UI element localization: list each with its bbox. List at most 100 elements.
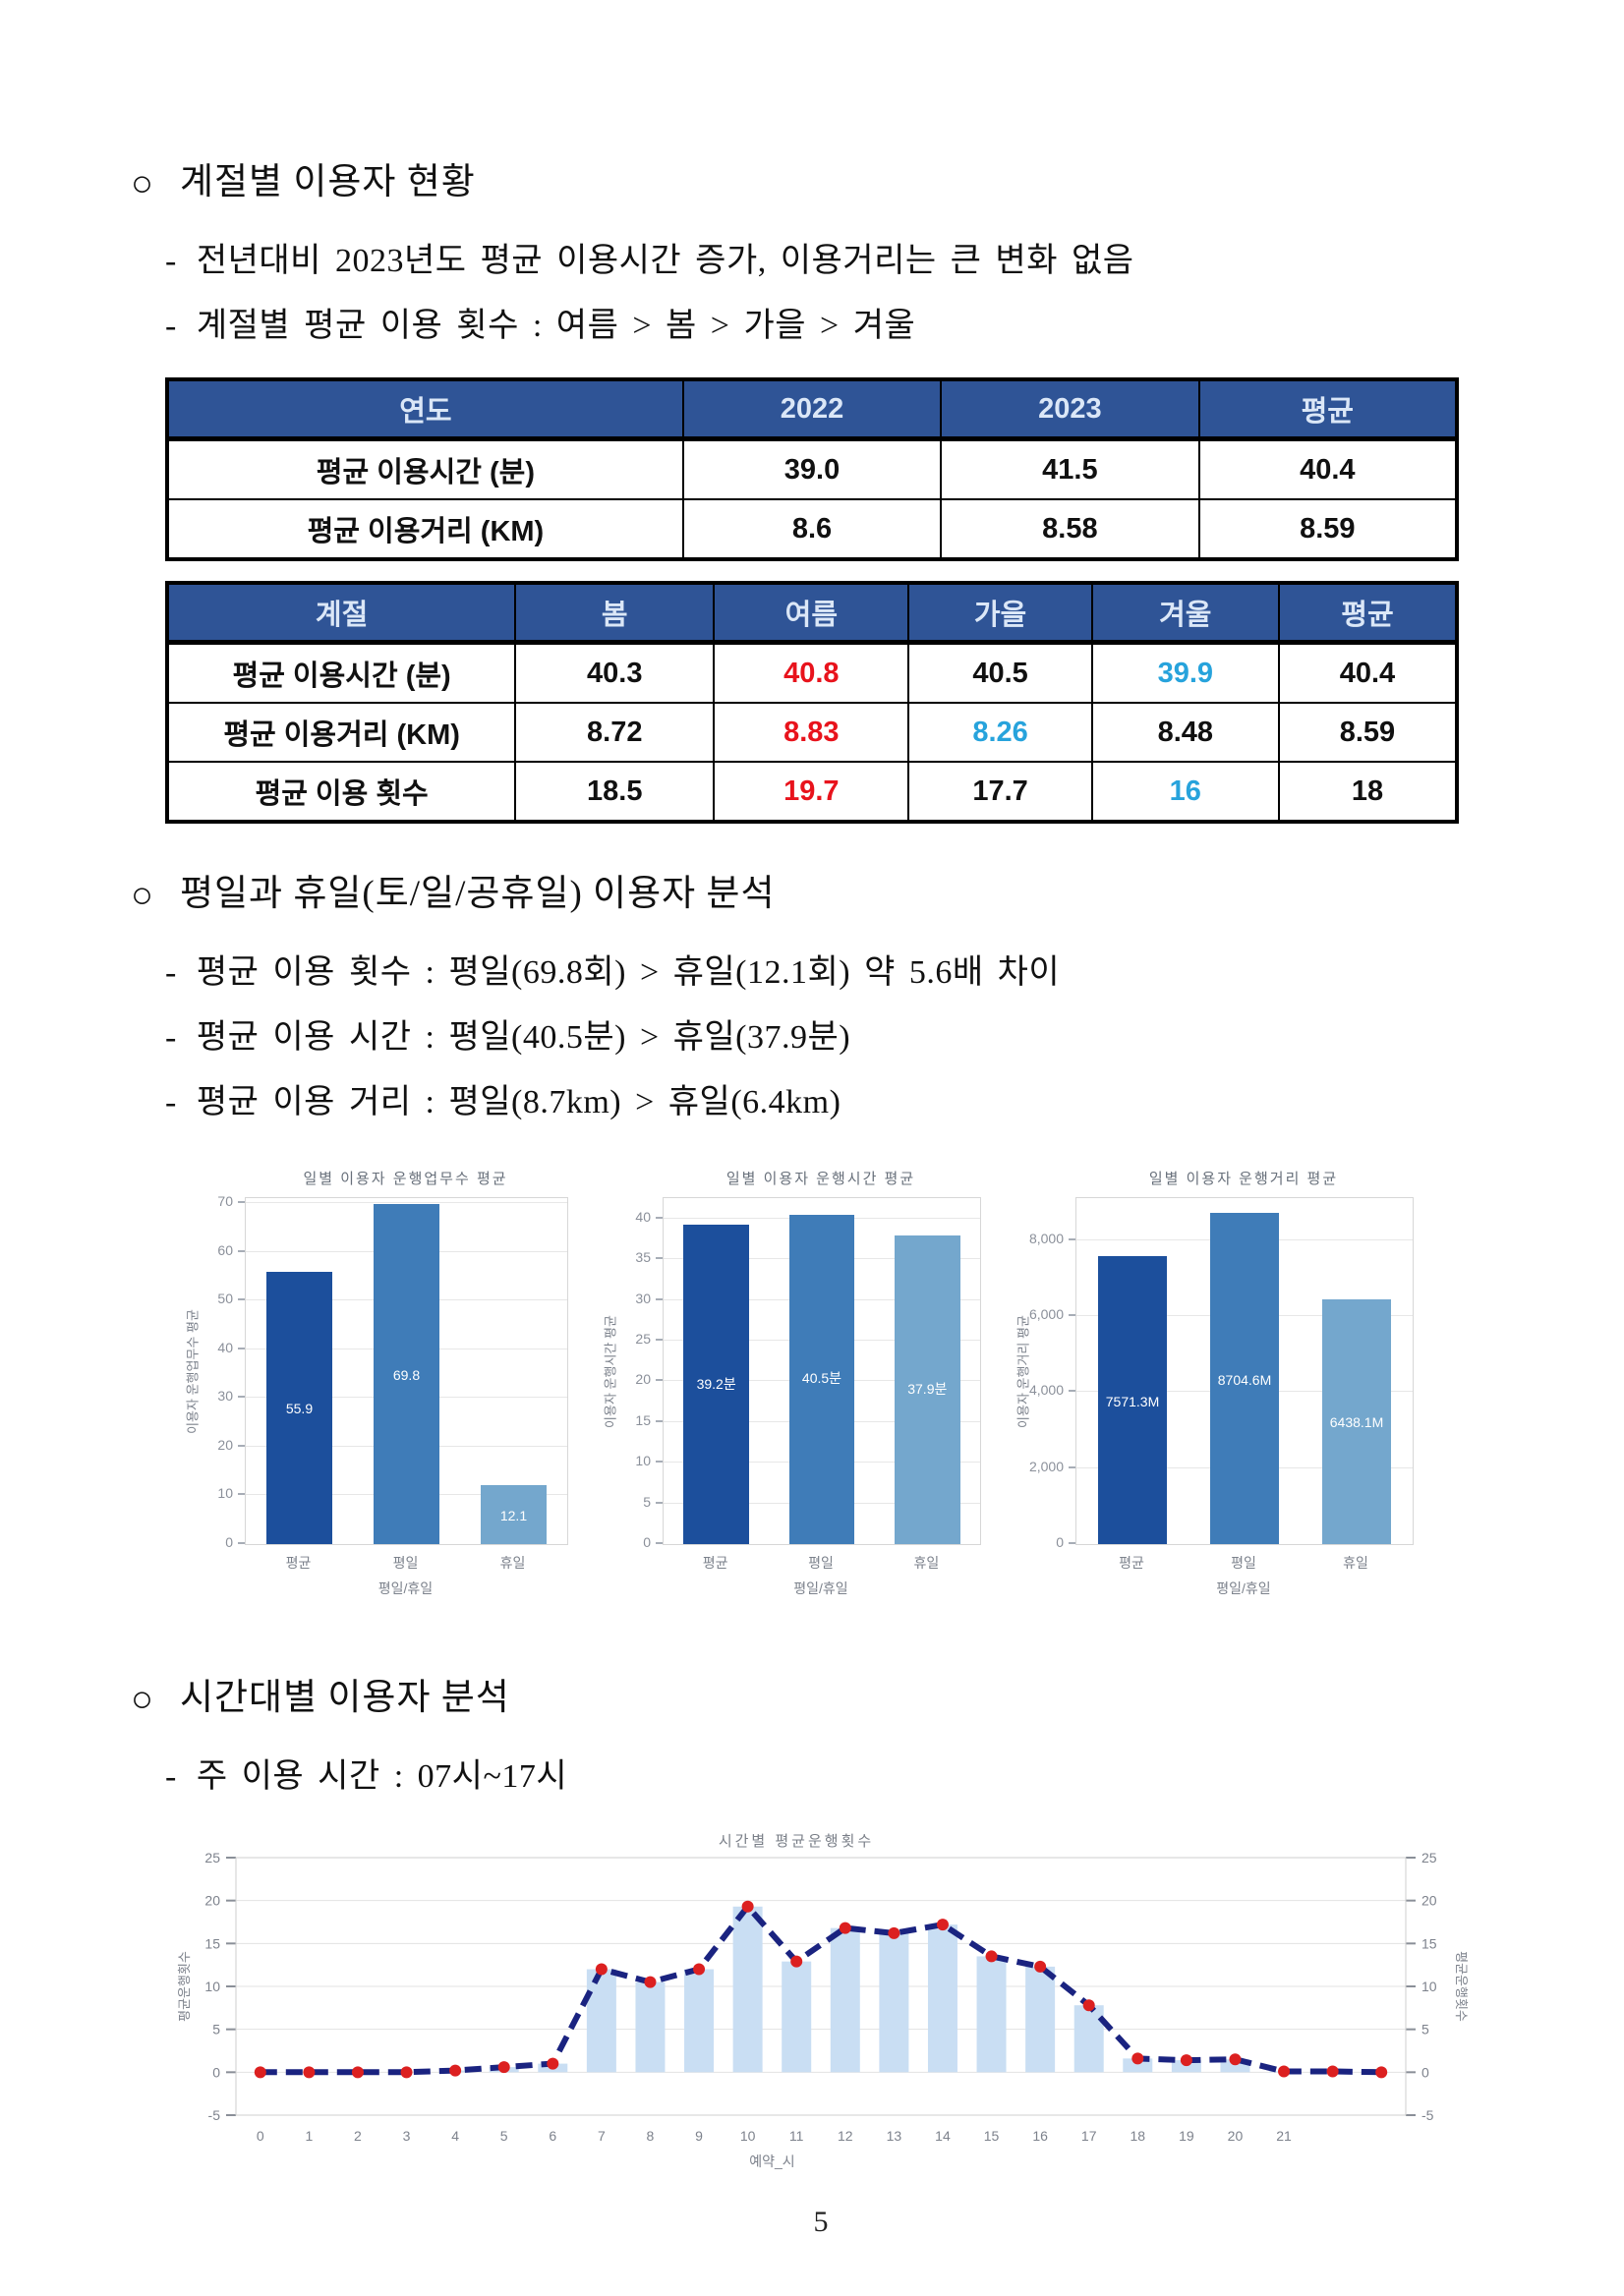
y-tick-label: 8,000 [1028,1230,1064,1246]
bar-value-label: 55.9 [285,1401,314,1417]
data-point-marker [1034,1960,1047,1973]
table-header-cell: 평균 [1277,582,1459,645]
y-tick-label: 35 [635,1249,651,1266]
daily-charts-row: 일별 이용자 운행업무수 평균 55.9 69.8 12.1 0 10 20 30 40 50 60… [162,1158,1624,1620]
hourly-bar [684,1969,715,2073]
section-heading-text: 계절별 이용자 현황 [179,162,476,202]
data-point-marker [254,2066,266,2079]
table-header-cell: 여름 [713,582,910,645]
table-header-cell: 연도 [166,378,684,441]
x-tick-label: 1 [305,2128,313,2144]
y-tick-label: 20 [217,1436,233,1453]
y-axis-label: 이용자 운행거리 평균 [1015,1315,1031,1428]
dash-icon: - [165,1019,177,1056]
y-tick-label: 5 [1421,2022,1429,2038]
bar-value-label: 12.1 [499,1508,528,1524]
y-tick-mark [656,1338,663,1341]
y-tick-mark [238,1493,245,1496]
y-tick-label: 6,000 [1028,1305,1064,1322]
y-tick-label: 0 [1056,1534,1064,1550]
y-tick-mark [238,1542,245,1544]
bullet-line: - 평균 이용 횟수 : 평일(69.8회) > 휴일(12.1회) 약 5.6… [165,947,1624,999]
table-cell: 8.58 [940,498,1200,560]
dash-icon: - [165,954,177,991]
x-axis-label: 예약_시 [749,2153,794,2169]
data-point-marker [1375,2066,1388,2079]
y-tick-mark [1069,1313,1075,1316]
bullet-text: 주 이용 시간 : 07시~17시 [196,1758,568,1795]
y-tick-label: 40 [635,1208,651,1225]
x-tick-label: 17 [1081,2128,1097,2144]
table-cell: 8.59 [1197,498,1459,560]
bullet-text: 평균 이용 시간 : 평일(40.5분) > 휴일(37.9분) [196,1019,851,1056]
hourly-bar [1123,2058,1153,2073]
plot-area: 55.9 69.8 12.1 [245,1197,568,1545]
table-cell: 40.5 [907,641,1093,704]
year-summary-table: 연도 2022 2023 평균 평균 이용시간 (분) 39.0 41.5 40.4 평균 이용… [165,377,1459,561]
hourly-bar [586,1969,616,2073]
table-body: 평균 이용시간 (분) 40.3 40.8 40.5 39.9 40.4 평균 이용거리 (… [165,641,1459,823]
hourly-bar [732,1906,763,2073]
circle-bullet-icon: ○ [131,1679,154,1720]
table-header-cell: 봄 [514,582,716,645]
table-cell: 18 [1277,761,1459,823]
y-tick-label: 2,000 [1028,1458,1064,1474]
x-axis-label: 평일/휴일 [793,1580,848,1596]
bar: 69.8 [373,1203,440,1544]
section-seasonal: ○ 계절별 이용자 현황 - 전년대비 2023년도 평균 이용시간 증가, 이… [0,0,1624,824]
table-row: 평균 이용거리 (KM) 8.72 8.83 8.26 8.48 8.59 [165,702,1459,763]
table-header-cell: 가을 [907,582,1093,645]
x-axis-label: 평일/휴일 [377,1580,434,1596]
year-table-container: 연도 2022 2023 평균 평균 이용시간 (분) 39.0 41.5 40.4 평균 이용… [165,377,1624,561]
category-label: 평일 [392,1555,419,1571]
y-axis-label: 이용자 운행업무수 평균 [185,1309,201,1434]
table-cell: 17.7 [907,761,1093,823]
bar: 8704.6M [1209,1213,1280,1544]
y-tick-mark [238,1298,245,1301]
table-row: 평균 이용시간 (분) 40.3 40.8 40.5 39.9 40.4 [165,641,1459,704]
x-tick-label: 5 [500,2128,508,2144]
grid-line [246,1201,567,1203]
hourly-bar [1073,2005,1104,2073]
x-tick-label: 16 [1032,2128,1048,2144]
x-tick-label: 4 [451,2128,459,2144]
table-cell: 18.5 [514,761,716,823]
y-tick-label: 70 [217,1192,233,1209]
y-tick-mark [656,1501,663,1504]
y-tick-mark [238,1200,245,1203]
section-heading: ○ 평일과 휴일(토/일/공휴일) 이용자 분석 [131,869,1624,920]
x-tick-label: 8 [647,2128,655,2144]
table-cell: 39.9 [1090,641,1280,704]
data-point-marker [888,1926,900,1939]
y-tick-label: 15 [635,1411,651,1428]
category-label: 평일 [808,1555,834,1571]
bullet-line: - 평균 이용 시간 : 평일(40.5분) > 휴일(37.9분) [165,1012,1624,1063]
plot-area: 39.2분 40.5분 37.9분 [663,1197,981,1545]
bar-value-label: 37.9분 [907,1381,948,1398]
y-axis-label-left: 평균운행횟수 [177,1951,192,2022]
table-header-cell: 겨울 [1090,582,1280,645]
chart-daily-trip-time: 일별 이용자 운행시간 평균 39.2분 40.5분 37.9분 0 5 10 15 20 25 3… [580,1158,993,1620]
table-cell: 41.5 [940,437,1200,500]
x-tick-label: 0 [257,2128,264,2144]
data-point-marker [985,1950,998,1963]
y-tick-label: 20 [204,1893,220,1909]
y-tick-label: 0 [225,1534,233,1550]
bar-value-label: 69.8 [392,1366,421,1383]
data-point-marker [1180,2054,1192,2067]
y-tick-label: 40 [217,1339,233,1355]
y-tick-label: -5 [208,2107,221,2123]
y-tick-mark [656,1257,663,1260]
y-tick-mark [238,1249,245,1252]
bullet-text: 전년대비 2023년도 평균 이용시간 증가, 이용거리는 큰 변화 없음 [196,243,1134,279]
chart-title: 일별 이용자 운행거리 평균 [1148,1171,1339,1187]
hourly-bar [782,1961,812,2073]
season-table-container: 계절 봄 여름 가을 겨울 평균 평균 이용시간 (분) 40.3 40.8 40.5 39.9 40… [165,581,1624,824]
data-point-marker [936,1919,949,1931]
bar: 6438.1M [1321,1298,1392,1544]
data-point-marker [595,1963,608,1976]
bar: 37.9분 [895,1235,960,1544]
table-cell: 8.6 [681,498,943,560]
bar: 7571.3M [1097,1256,1168,1544]
y-tick-mark [656,1461,663,1464]
